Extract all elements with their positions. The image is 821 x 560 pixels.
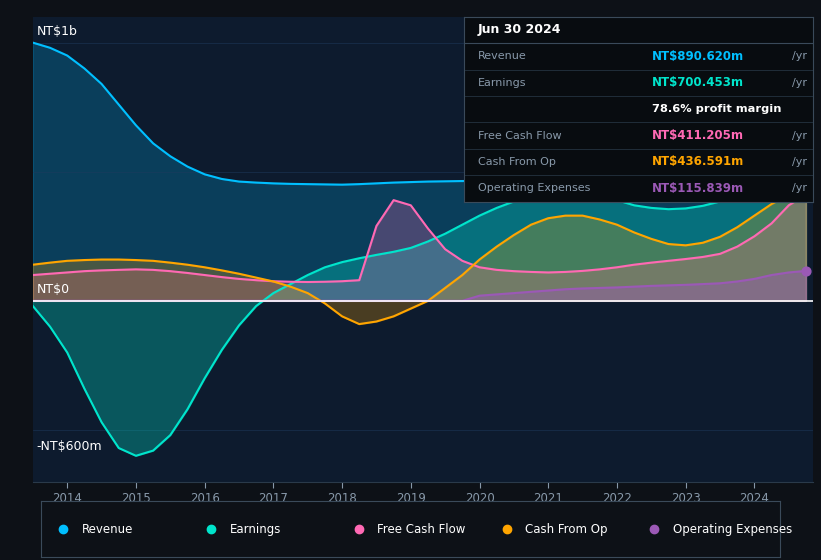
Text: Operating Expenses: Operating Expenses bbox=[673, 522, 792, 536]
Text: NT$115.839m: NT$115.839m bbox=[653, 182, 745, 195]
Text: NT$700.453m: NT$700.453m bbox=[653, 76, 745, 89]
Text: NT$1b: NT$1b bbox=[37, 25, 78, 38]
Text: /yr: /yr bbox=[791, 130, 807, 141]
Text: Earnings: Earnings bbox=[230, 522, 281, 536]
Text: Jun 30 2024: Jun 30 2024 bbox=[478, 24, 562, 36]
Text: Revenue: Revenue bbox=[82, 522, 133, 536]
Text: Revenue: Revenue bbox=[478, 52, 526, 62]
Text: /yr: /yr bbox=[791, 52, 807, 62]
Text: Free Cash Flow: Free Cash Flow bbox=[378, 522, 466, 536]
Text: Operating Expenses: Operating Expenses bbox=[478, 184, 590, 193]
Text: NT$436.591m: NT$436.591m bbox=[653, 156, 745, 169]
Text: /yr: /yr bbox=[791, 157, 807, 167]
Text: Earnings: Earnings bbox=[478, 78, 526, 88]
Text: Cash From Op: Cash From Op bbox=[525, 522, 608, 536]
Point bbox=[800, 190, 813, 199]
Point bbox=[800, 267, 813, 276]
Text: NT$0: NT$0 bbox=[37, 283, 70, 296]
Text: /yr: /yr bbox=[791, 184, 807, 193]
Text: -NT$600m: -NT$600m bbox=[37, 441, 103, 454]
Text: /yr: /yr bbox=[791, 78, 807, 88]
Text: NT$890.620m: NT$890.620m bbox=[653, 50, 745, 63]
Text: NT$411.205m: NT$411.205m bbox=[653, 129, 745, 142]
Text: Cash From Op: Cash From Op bbox=[478, 157, 556, 167]
Text: 78.6% profit margin: 78.6% profit margin bbox=[653, 104, 782, 114]
Point bbox=[800, 115, 813, 124]
Point bbox=[800, 66, 813, 75]
Text: Free Cash Flow: Free Cash Flow bbox=[478, 130, 562, 141]
Point bbox=[800, 184, 813, 193]
